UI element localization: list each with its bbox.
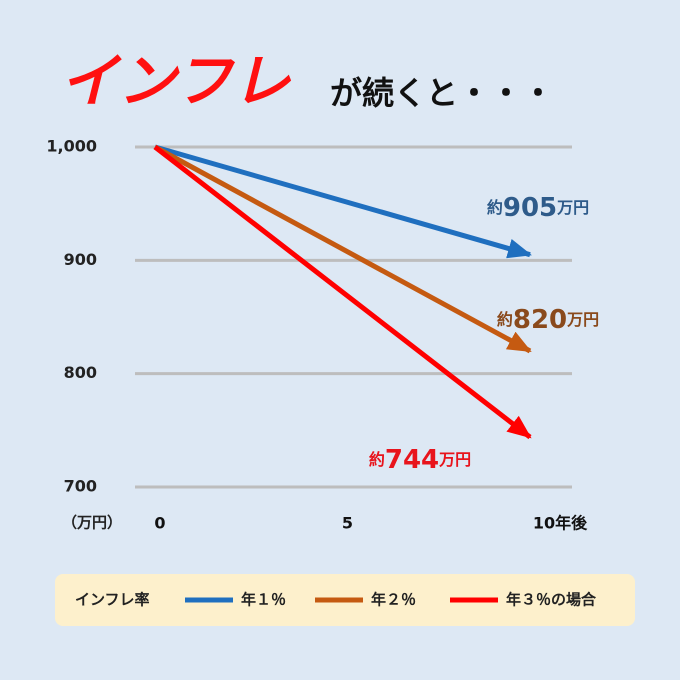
data-label-part: 万円 [556, 198, 589, 217]
data-label: 約820万円 [497, 305, 599, 335]
legend-label: 年２％ [371, 591, 416, 609]
data-label-part: 約 [369, 450, 385, 469]
data-label-part: 万円 [438, 450, 471, 469]
y-tick-label: 1,000 [46, 137, 97, 156]
series-line [153, 145, 532, 440]
data-label-part: 905 [503, 193, 557, 223]
y-tick-label: 700 [64, 477, 97, 496]
x-tick-label: 0 [154, 514, 165, 533]
legend-title: インフレ率 [75, 591, 150, 609]
chart-title: インフレ [60, 47, 291, 115]
data-label: 約744万円 [369, 445, 471, 475]
y-tick-label: 800 [64, 363, 97, 382]
x-tick-label: 5 [342, 514, 353, 533]
data-label-part: 万円 [566, 310, 599, 329]
series-line [153, 144, 532, 354]
data-label-part: 約 [487, 198, 503, 217]
y-unit: （万円） [62, 514, 122, 532]
chart-subtitle: が続くと・・・ [330, 74, 554, 112]
data-label-part: 820 [513, 305, 567, 335]
legend-label: 年３％の場合 [506, 591, 597, 609]
series-line [154, 144, 532, 259]
y-tick-label: 900 [64, 250, 97, 269]
data-label: 約905万円 [487, 193, 589, 223]
data-label-part: 約 [497, 310, 513, 329]
data-label-part: 744 [385, 445, 439, 475]
legend-label: 年１％ [241, 591, 286, 609]
x-tick-label: 10年後 [533, 514, 588, 533]
